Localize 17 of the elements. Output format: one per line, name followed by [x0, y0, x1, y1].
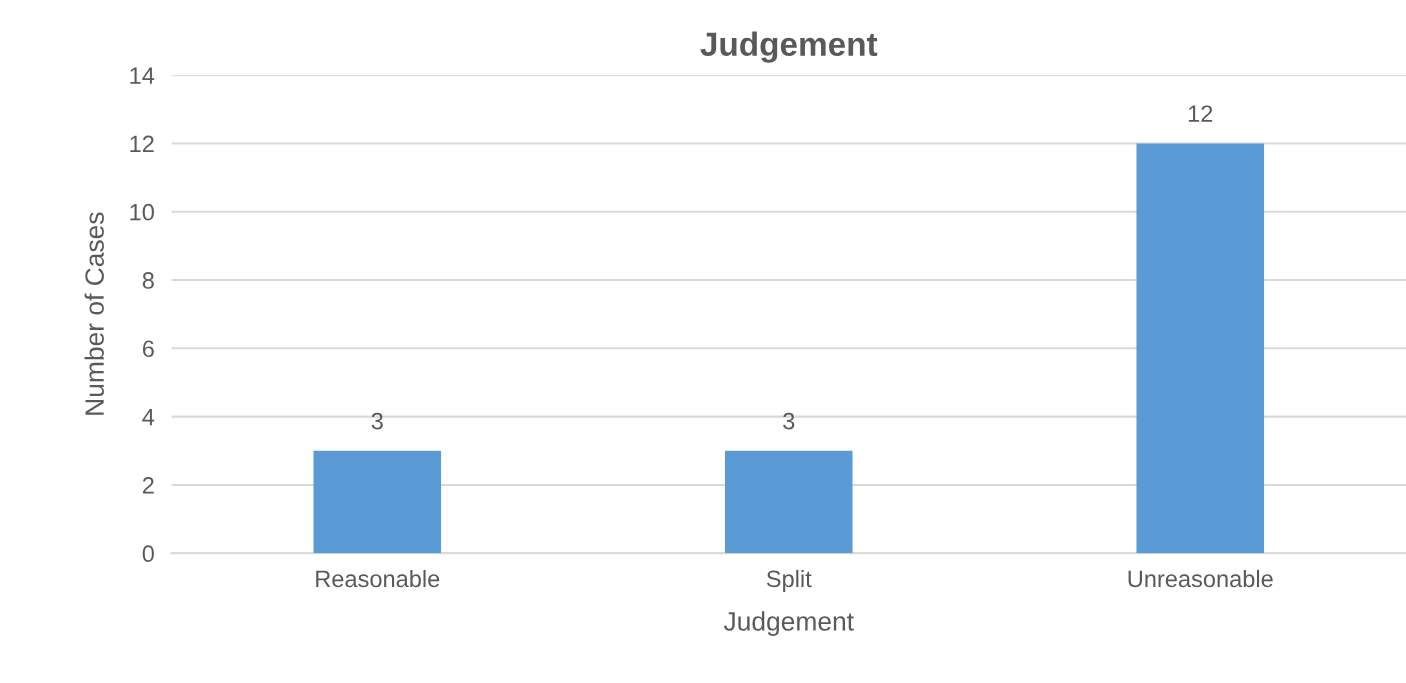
- y-tick-label: 6: [142, 340, 154, 358]
- y-tick-label: 4: [142, 408, 155, 426]
- y-tick-label: 10: [130, 203, 154, 221]
- data-label: 3: [783, 412, 795, 430]
- y-tick-label: 8: [142, 272, 154, 289]
- x-axis-title: Judgement: [723, 611, 854, 636]
- data-label: 3: [371, 412, 383, 430]
- x-tick-label: Reasonable: [316, 569, 440, 588]
- y-tick-label: 12: [130, 135, 154, 152]
- y-tick-label: 2: [142, 477, 154, 494]
- y-axis-title: Number of Cases: [84, 212, 104, 415]
- chart-title: Judgement: [700, 31, 878, 63]
- data-label: 12: [1188, 105, 1213, 122]
- x-tick-label: Unreasonable: [1128, 569, 1273, 588]
- y-tick-label: 14: [130, 67, 155, 84]
- x-tick-label: Split: [766, 569, 812, 592]
- y-tick-label: 0: [142, 545, 154, 563]
